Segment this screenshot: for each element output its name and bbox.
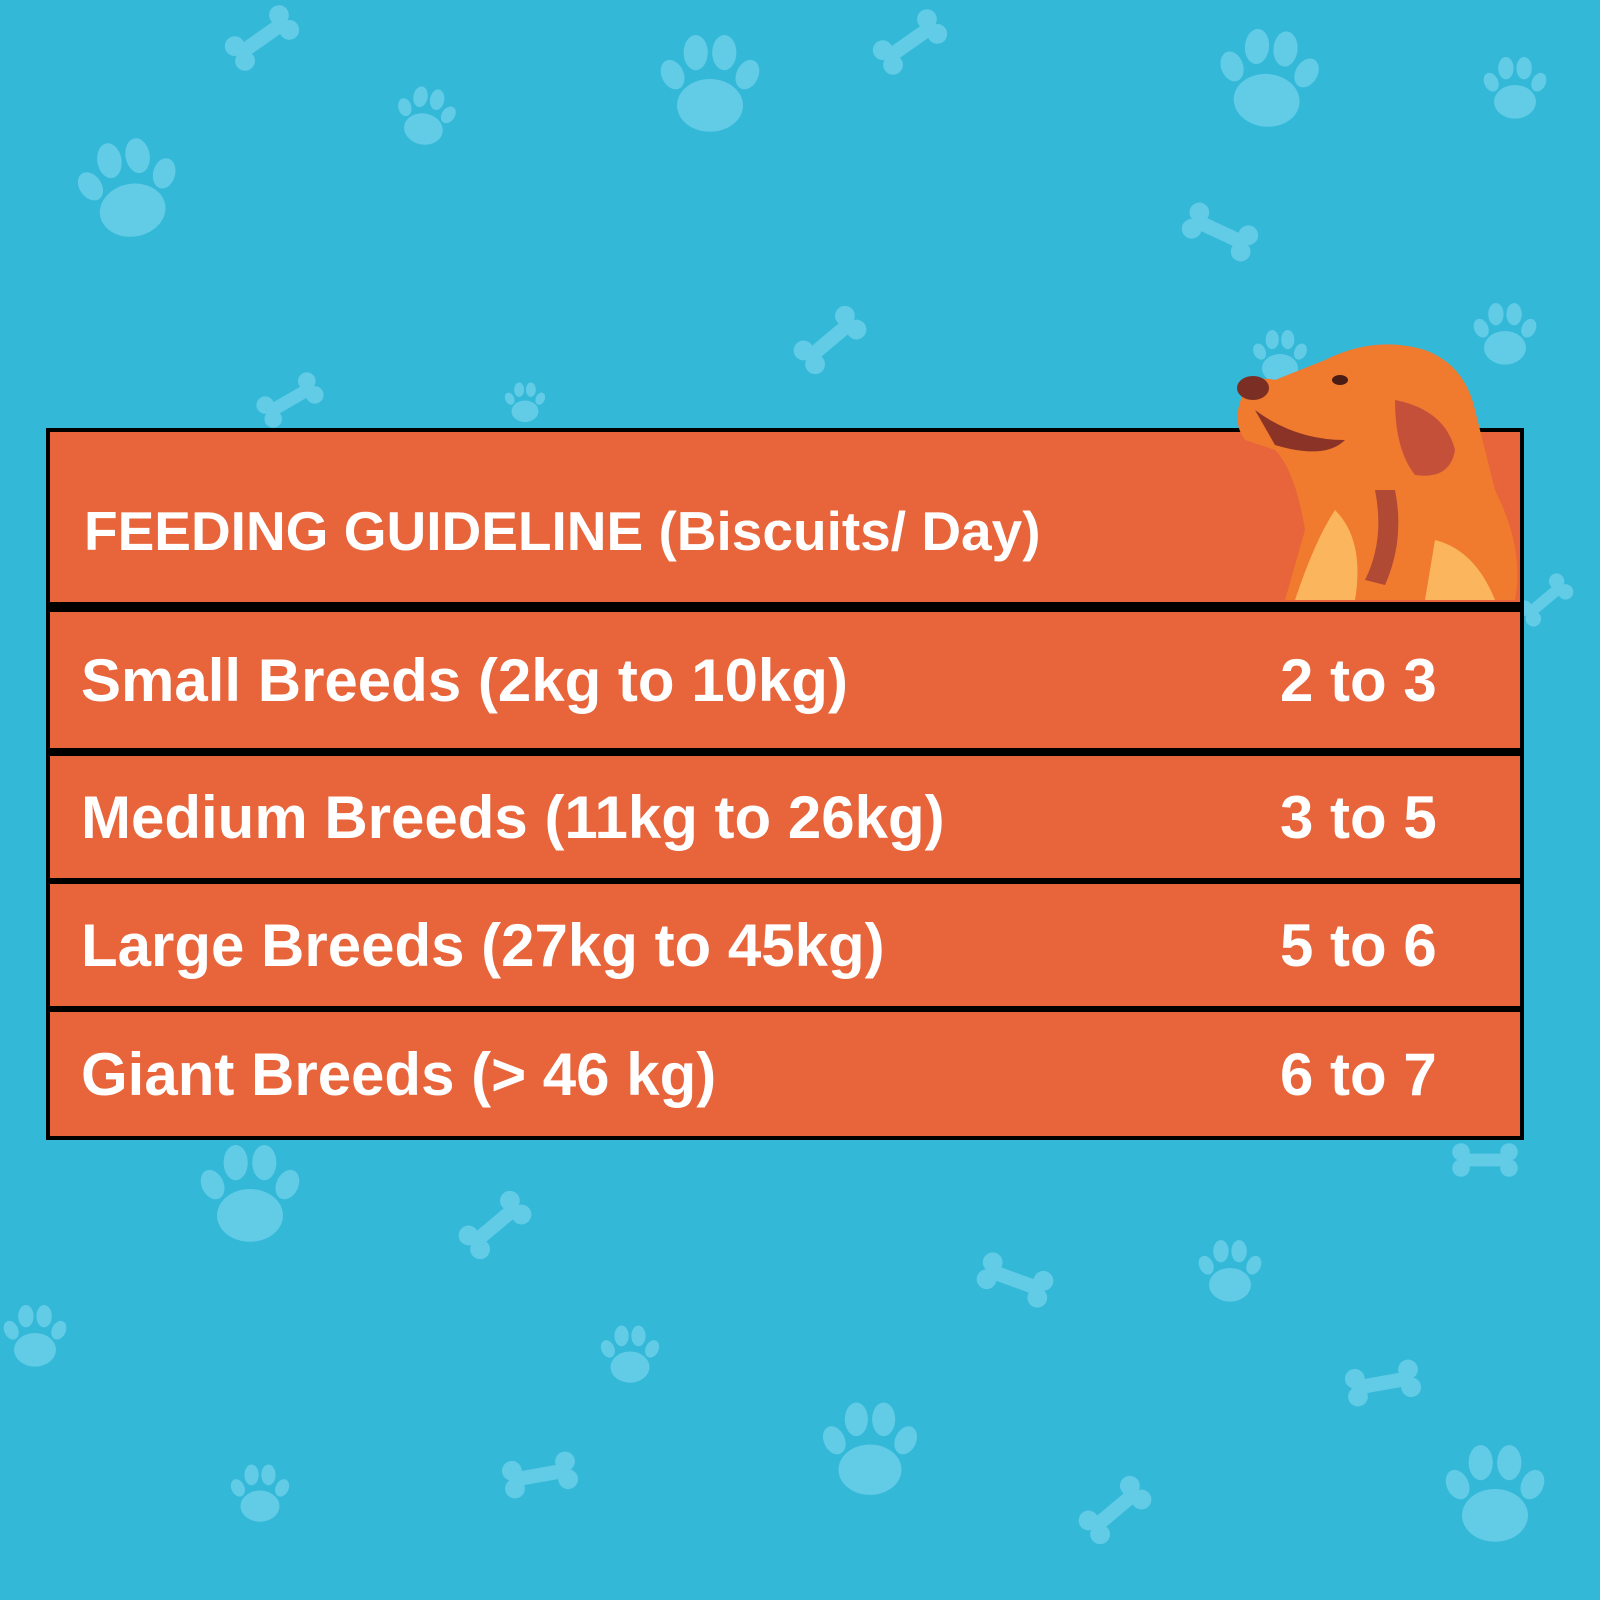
paw-print-icon [196,1145,304,1242]
breed-label: Small Breeds (2kg to 10kg) [81,646,848,714]
dog-bone-icon [220,1,304,75]
table-header: FEEDING GUIDELINE (Biscuits/ Day) [50,432,1520,602]
table-row: Medium Breeds (11kg to 26kg) 3 to 5 [50,756,1520,878]
dog-bone-icon [253,369,327,431]
biscuit-count: 5 to 6 [1280,911,1437,979]
paw-print-icon [389,82,462,150]
paw-print-icon [0,1305,70,1367]
table-row: Small Breeds (2kg to 10kg) 2 to 3 [50,612,1520,748]
dog-bone-icon [1178,199,1262,265]
paw-print-icon [1441,1445,1549,1542]
dog-bone-icon [1343,1357,1423,1409]
paw-print-icon [228,1464,292,1522]
biscuit-count: 3 to 5 [1280,783,1437,851]
table-title: FEEDING GUIDELINE (Biscuits/ Day) [84,500,1041,562]
dog-bone-icon [1074,1471,1156,1549]
dog-bone-icon [973,1249,1057,1311]
dog-bone-icon [1452,1143,1518,1177]
dog-bone-icon [789,301,871,379]
feeding-guideline-table: FEEDING GUIDELINE (Biscuits/ Day) Small … [46,428,1524,1140]
paw-print-icon [818,1402,922,1495]
biscuit-count: 2 to 3 [1280,646,1437,714]
breed-label: Medium Breeds (11kg to 26kg) [81,783,945,851]
paw-print-icon [1210,25,1327,132]
table-row: Giant Breeds (> 46 kg) 6 to 7 [50,1012,1520,1136]
paw-print-icon [1195,1240,1265,1302]
table-row: Large Breeds (27kg to 45kg) 5 to 6 [50,884,1520,1006]
biscuit-count: 6 to 7 [1280,1040,1437,1108]
breed-label: Large Breeds (27kg to 45kg) [81,911,885,979]
dog-bone-icon [500,1449,580,1501]
paw-print-icon [502,382,548,423]
paw-print-icon [1480,57,1550,119]
dog-bone-icon [868,5,952,79]
paw-print-icon [67,131,191,246]
dog-bone-icon [454,1186,536,1264]
paw-print-icon [598,1325,662,1383]
golden-retriever-illustration [1237,344,1518,600]
breed-label: Giant Breeds (> 46 kg) [81,1040,717,1108]
paw-print-icon [656,35,764,132]
